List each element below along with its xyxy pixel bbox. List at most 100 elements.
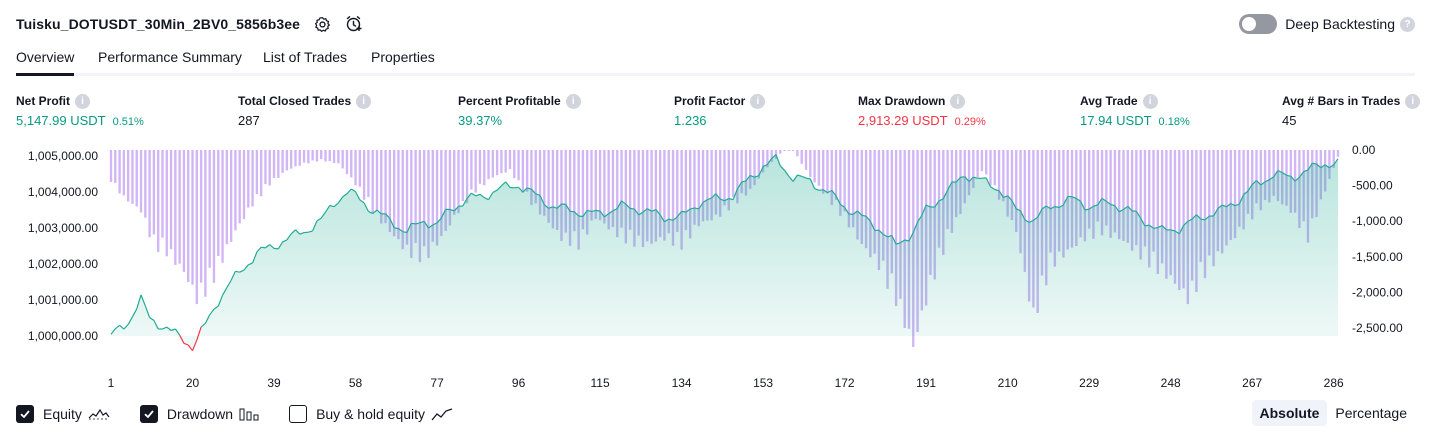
equity-line-segment — [887, 234, 892, 238]
drawdown-bar — [714, 150, 718, 215]
drawdown-bar — [607, 150, 610, 230]
equity-area — [110, 154, 1339, 352]
info-icon[interactable]: i — [1142, 93, 1158, 109]
equity-line-segment — [1050, 205, 1056, 210]
help-icon[interactable]: ? — [1400, 16, 1415, 32]
equity-line-segment — [174, 328, 181, 336]
drawdown-bar — [843, 150, 846, 212]
drawdown-bar — [791, 150, 795, 151]
drawdown-bar — [1173, 150, 1177, 284]
equity-line-segment — [724, 197, 730, 202]
equity-line-segment — [1135, 210, 1142, 219]
equity-line-segment — [1217, 204, 1223, 209]
equity-line-segment — [522, 187, 528, 193]
equity-line-segment — [698, 202, 704, 210]
equity-line-segment — [1329, 164, 1335, 169]
equity-line-segment — [1123, 205, 1129, 210]
equity-checkbox[interactable] — [16, 405, 34, 423]
drawdown-bar — [800, 150, 803, 164]
equity-line-segment — [1007, 195, 1013, 201]
equity-line-segment — [621, 200, 627, 205]
drawdown-bar — [813, 150, 816, 183]
drawdown-bar — [242, 150, 246, 220]
absolute-button[interactable]: Absolute — [1251, 400, 1328, 426]
equity-drawdown-chart[interactable]: 1,005,000.00 1,004,000.00 1,003,000.00 1,00… — [0, 140, 1431, 392]
drawdown-bar — [1216, 150, 1220, 252]
drawdown-bar — [903, 150, 906, 329]
drawdown-bar — [508, 150, 512, 170]
drawdown-bar — [637, 150, 640, 236]
drawdown-bar — [517, 150, 520, 181]
drawdown-bar — [131, 150, 134, 204]
equity-line-segment — [1269, 176, 1274, 181]
info-icon[interactable]: i — [950, 93, 966, 109]
drawdown-bars — [109, 150, 1340, 348]
drawdown-bar — [1152, 150, 1155, 252]
equity-line-segment — [861, 214, 867, 217]
drawdown-bar — [1087, 150, 1091, 229]
metric-percent: 0.51% — [112, 116, 144, 128]
drawdown-bar — [234, 150, 237, 231]
metric-label: Avg Trade — [1080, 94, 1138, 108]
equity-line-segment — [402, 231, 408, 234]
drawdown-bar — [435, 150, 439, 246]
equity-line-segment — [131, 308, 138, 317]
tab-performance-summary[interactable]: Performance Summary — [98, 49, 242, 65]
equity-line-segment — [1105, 200, 1111, 205]
drawdown-bar — [736, 150, 739, 204]
equity-line-segment — [664, 218, 670, 223]
deep-backtesting-toggle[interactable] — [1239, 14, 1278, 34]
drawdown-bar — [697, 150, 700, 227]
equity-line-segment — [235, 270, 240, 273]
legend-equity[interactable]: Equity — [16, 405, 110, 423]
drawdown-bar — [384, 150, 387, 224]
equity-line-segment — [354, 191, 361, 201]
equity-line-segment — [162, 326, 168, 330]
equity-line-segment — [299, 232, 305, 235]
drawdown-bar — [731, 150, 735, 197]
tab-overview[interactable]: Overview — [16, 49, 75, 76]
add-alert-clock-icon[interactable] — [344, 14, 364, 34]
equity-line-segment — [960, 176, 965, 178]
drawdown-bar — [534, 150, 537, 204]
drawdown-bar — [839, 150, 842, 216]
equity-line-segment — [496, 185, 502, 191]
drawdown-bar — [302, 150, 306, 163]
drawdown-bar — [873, 150, 876, 254]
drawdown-checkbox[interactable] — [139, 405, 158, 423]
legend-drawdown[interactable]: Drawdown — [139, 405, 259, 423]
equity-line-segment — [329, 204, 335, 208]
equity-line-segment — [736, 181, 743, 190]
equity-line-segment — [556, 203, 562, 209]
info-icon[interactable]: i — [1405, 93, 1421, 109]
info-icon[interactable]: i — [356, 93, 372, 109]
equity-tick-label: 1,004,000.00 — [28, 185, 98, 199]
equity-line-segment — [1170, 229, 1176, 232]
equity-line-segment — [1088, 205, 1094, 210]
info-icon[interactable]: i — [750, 93, 766, 109]
drawdown-bar — [1336, 150, 1340, 157]
equity-line-segment — [1080, 201, 1086, 211]
equity-line-segment — [273, 247, 279, 250]
equity-line-segment — [500, 181, 507, 187]
info-icon[interactable]: i — [565, 93, 581, 109]
tab-properties[interactable]: Properties — [371, 49, 435, 65]
metric-total-closed-trades: Total Closed Trades i 287 — [238, 93, 372, 128]
drawdown-bar — [749, 150, 752, 189]
equity-line-segment — [217, 295, 224, 307]
equity-line-segment — [827, 189, 833, 194]
drawdown-bar — [689, 150, 692, 239]
tab-list-of-trades[interactable]: List of Trades — [263, 49, 348, 65]
drawdown-bar — [1169, 150, 1172, 276]
equity-line-segment — [1024, 219, 1030, 224]
info-icon[interactable]: i — [75, 93, 90, 109]
settings-gear-icon[interactable] — [312, 14, 332, 34]
buy-hold-checkbox[interactable] — [289, 405, 308, 423]
equity-line-segment — [741, 180, 747, 183]
chart-axes: 1,005,000.00 1,004,000.00 1,003,000.00 1,00… — [28, 143, 1403, 390]
equity-line-segment — [1277, 169, 1283, 174]
percentage-button[interactable]: Percentage — [1335, 405, 1407, 421]
equity-line-segment — [1303, 169, 1309, 173]
equity-line-segment — [204, 314, 211, 324]
legend-buy-hold[interactable]: Buy & hold equity — [289, 405, 453, 423]
